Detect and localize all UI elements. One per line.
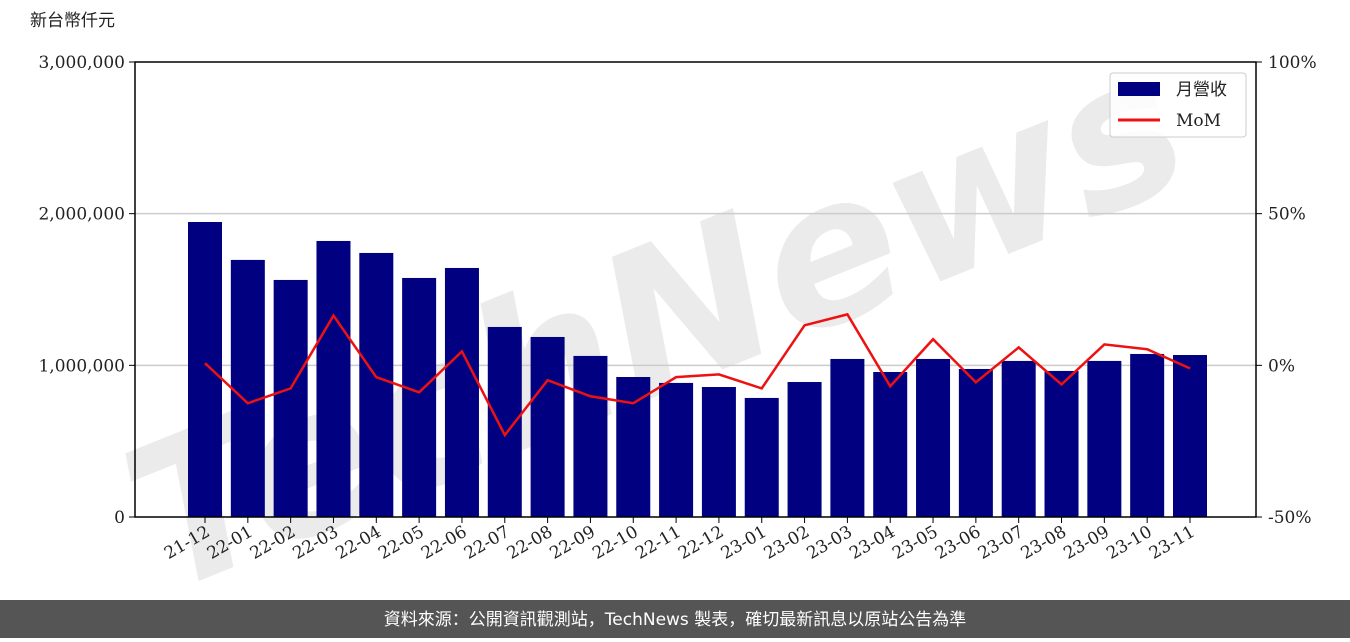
bar	[787, 382, 822, 517]
bar	[402, 277, 437, 517]
bar	[744, 397, 779, 517]
bar	[616, 377, 651, 517]
y-tick-label: 0	[114, 508, 125, 528]
x-tick-label: 22-12	[675, 522, 727, 564]
bar	[659, 382, 694, 517]
y-tick-label: 1,000,000	[38, 356, 125, 376]
bar	[444, 267, 479, 517]
line	[204, 312, 1191, 438]
bar	[873, 372, 908, 517]
y-axis-label: 新台幣仟元	[30, 11, 115, 31]
y2-tick-label: 50%	[1268, 205, 1306, 225]
bar	[1130, 353, 1165, 517]
y-tick-label: 3,000,000	[38, 53, 125, 73]
legend-label: MoM	[1176, 111, 1221, 131]
bar	[958, 368, 993, 517]
bar	[1087, 360, 1122, 517]
x-tick-label: 22-08	[504, 522, 556, 564]
y2-tick-label: 100%	[1268, 53, 1317, 73]
x-tick-label: 23-01	[718, 522, 770, 564]
bar	[273, 279, 308, 517]
plot-frame	[134, 61, 1257, 518]
bar	[230, 259, 265, 517]
bar	[316, 240, 351, 517]
x-tick-label: 23-06	[932, 522, 984, 564]
bar	[916, 358, 951, 517]
x-tick-label: 22-10	[589, 522, 641, 564]
source-note: 資料來源：公開資訊觀測站，TechNews 製表，確切最新訊息以原站公告為準	[384, 610, 966, 630]
bar	[1173, 355, 1207, 517]
legend-label: 月營收	[1176, 80, 1227, 100]
bar	[1044, 370, 1079, 517]
bar	[573, 355, 608, 517]
x-tick-label: 23-10	[1103, 522, 1155, 564]
y-tick-label: 2,000,000	[38, 205, 125, 225]
x-tick-label: 22-11	[632, 522, 684, 564]
x-tick-label: 23-02	[761, 522, 813, 564]
x-tick-label: 23-08	[1018, 522, 1070, 564]
bar	[701, 387, 736, 517]
legend-swatch	[1118, 82, 1160, 96]
x-tick-label: 23-11	[1146, 522, 1198, 564]
x-tick-label: 22-07	[461, 522, 513, 564]
y2-tick-label: 0%	[1268, 356, 1295, 376]
y2-tick-label: -50%	[1268, 508, 1312, 528]
bar	[1001, 360, 1036, 517]
bar	[530, 336, 565, 517]
x-tick-label: 22-09	[546, 522, 598, 564]
footer-bar	[0, 600, 1350, 638]
x-tick-label: 23-04	[846, 522, 898, 564]
bar	[359, 252, 394, 517]
bar	[188, 222, 222, 517]
x-tick-label: 23-03	[803, 522, 855, 564]
x-tick-label: 23-09	[1060, 522, 1112, 564]
x-tick-label: 23-05	[889, 522, 941, 564]
bar	[830, 358, 865, 517]
x-tick-label: 23-07	[975, 522, 1027, 564]
bar	[487, 326, 522, 517]
